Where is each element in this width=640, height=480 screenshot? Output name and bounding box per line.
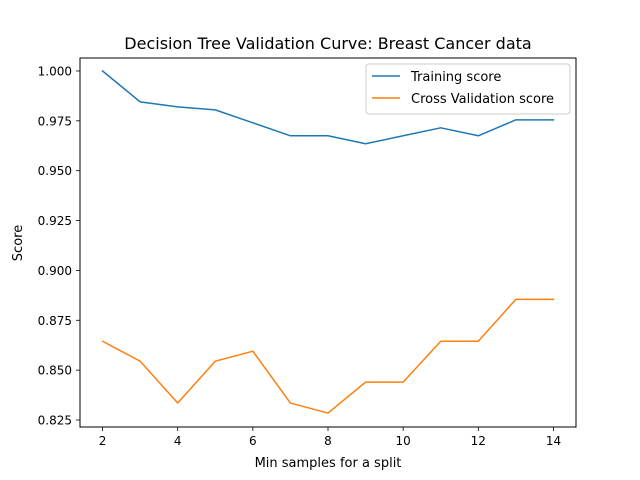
series-line-cross-validation [101, 298, 555, 414]
x-tick-label: 8 [324, 434, 332, 448]
x-tick-label: 2 [99, 434, 107, 448]
y-tick-label: 0.950 [38, 164, 72, 178]
x-tick-label: 14 [546, 434, 561, 448]
legend-label-training: Training score [410, 70, 501, 85]
legend: Training score Cross Validation score [365, 63, 571, 115]
x-tick-label: 6 [249, 434, 257, 448]
legend-box [365, 63, 571, 115]
x-axis-ticks: 2 4 6 8 10 12 14 [99, 427, 561, 448]
series-line-training [101, 69, 555, 145]
y-tick-label: 0.825 [38, 414, 72, 428]
chart-title: Decision Tree Validation Curve: Breast C… [124, 34, 531, 53]
y-tick-label: 1.000 [38, 64, 72, 78]
x-tick-label: 12 [471, 434, 486, 448]
y-tick-label: 0.925 [38, 214, 72, 228]
legend-label-cross-validation: Cross Validation score [411, 92, 554, 107]
x-axis-label: Min samples for a split [255, 456, 402, 471]
y-tick-label: 0.975 [38, 114, 72, 128]
y-axis-ticks: 0.825 0.850 0.875 0.900 0.925 0.950 0.975 1.000 [38, 64, 80, 428]
x-tick-label: 4 [174, 434, 182, 448]
y-axis-label: Score [11, 225, 26, 261]
x-tick-label: 10 [396, 434, 411, 448]
y-tick-label: 0.900 [38, 264, 72, 278]
y-tick-label: 0.875 [38, 314, 72, 328]
series-layer [101, 69, 555, 414]
y-tick-label: 0.850 [38, 364, 72, 378]
